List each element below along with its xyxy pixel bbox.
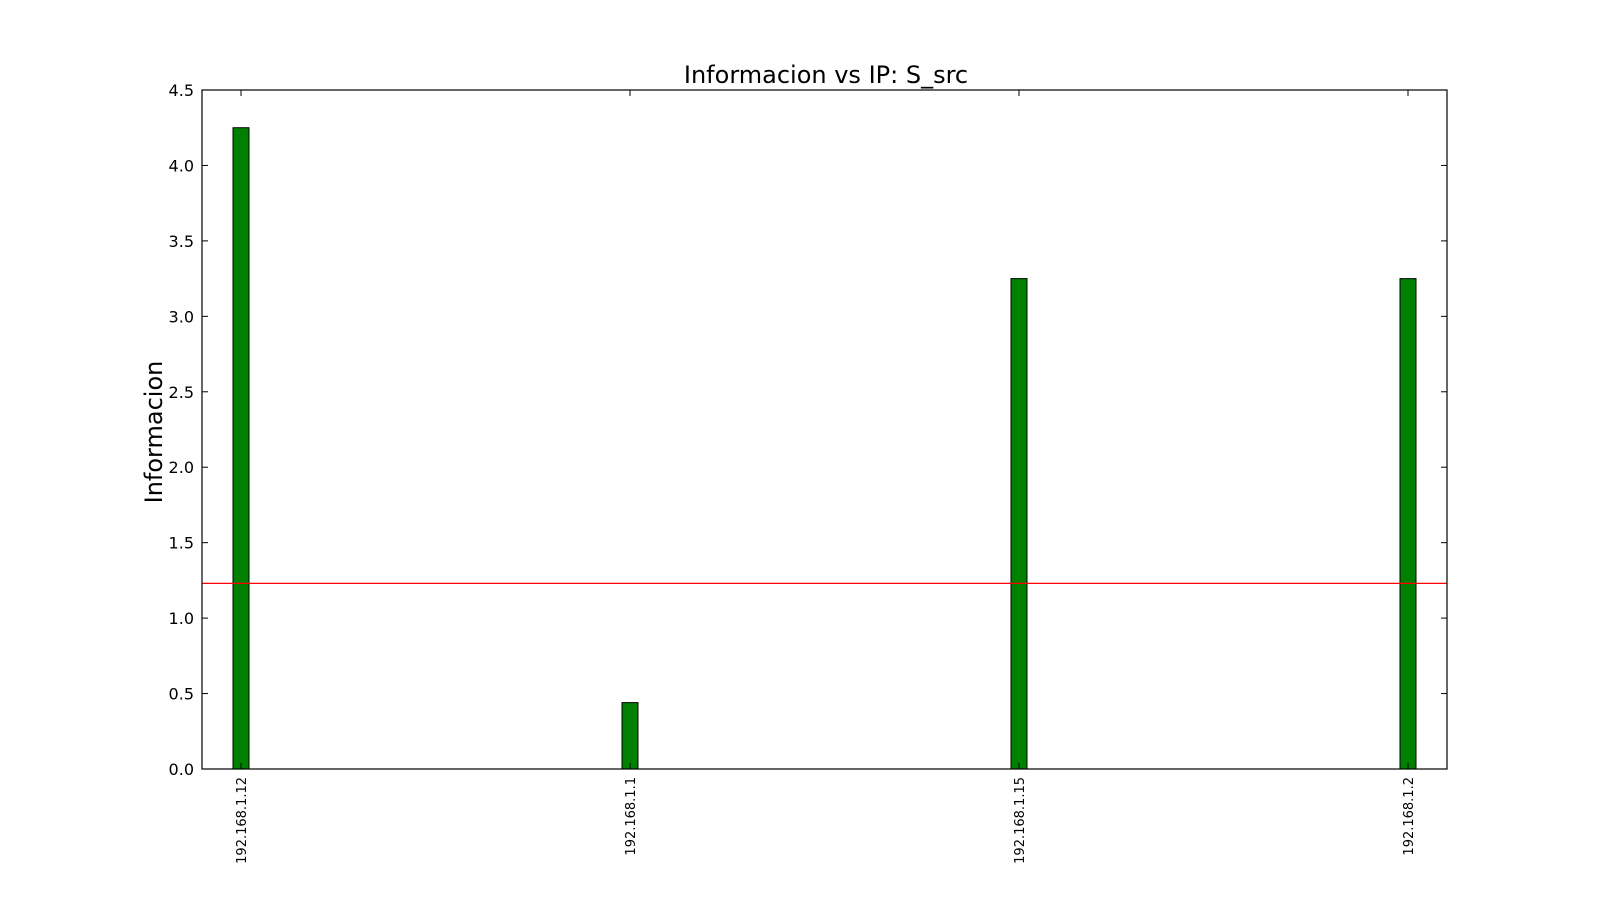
plot-area: 0.0 0.5 1.0 1.5 2.0 2.5 3.0 3.5 4.0 4.5 192.168.1.… — [169, 81, 1448, 864]
bar — [621, 702, 639, 770]
y-tick-label: 1.0 — [169, 609, 194, 628]
y-tick-label: 3.5 — [169, 232, 194, 251]
bar — [1010, 278, 1028, 770]
y-tick-label: 2.5 — [169, 383, 194, 402]
plot-frame — [201, 89, 1448, 770]
y-tick-label: 1.5 — [169, 534, 194, 553]
y-tick-label: 4.0 — [169, 156, 194, 175]
bar — [1399, 278, 1417, 770]
y-tick-label: 3.0 — [169, 307, 194, 326]
x-tick-label: 192.168.1.15 — [1013, 777, 1028, 864]
x-tick-label: 192.168.1.1 — [624, 777, 639, 856]
y-tick-label: 0.0 — [169, 760, 194, 779]
bar — [232, 127, 250, 770]
chart-title: Informacion vs IP: S_src — [684, 61, 968, 89]
y-tick-label: 2.0 — [169, 458, 194, 477]
x-tick-label: 192.168.1.12 — [235, 777, 250, 864]
y-tick-label: 0.5 — [169, 685, 194, 704]
y-axis-label: Informacion — [140, 361, 168, 504]
y-tick-label: 4.5 — [169, 81, 194, 100]
x-tick-label: 192.168.1.2 — [1402, 777, 1417, 856]
